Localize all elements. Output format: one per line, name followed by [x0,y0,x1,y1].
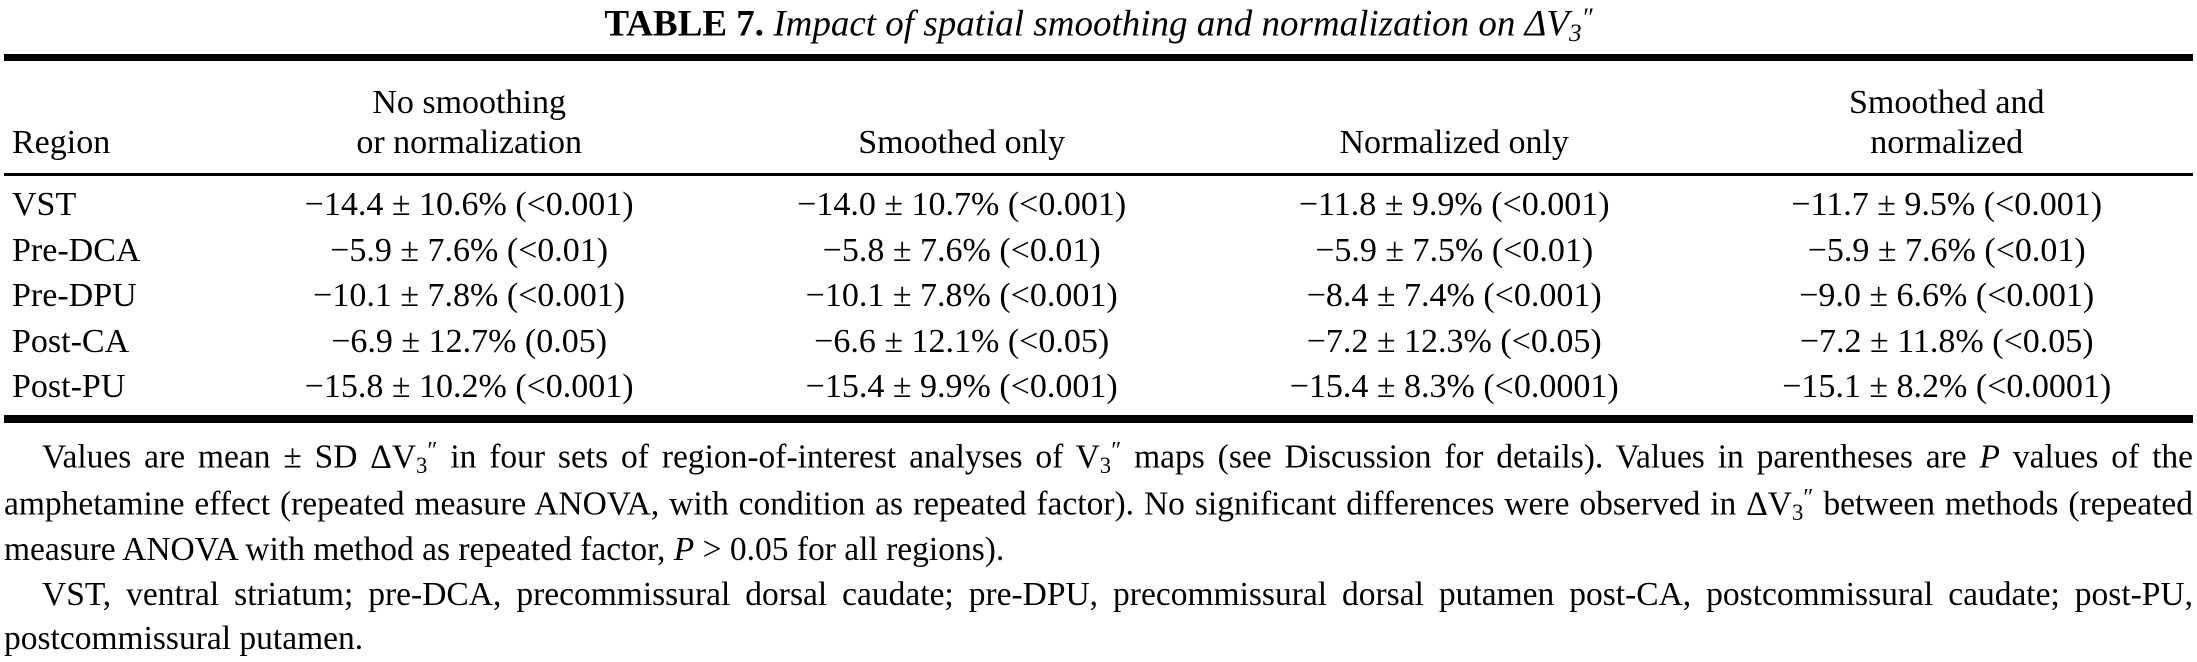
value-cell: −14.0 ± 10.7% (<0.001) [797,186,1127,224]
region-cell: Pre-DPU [12,277,137,315]
header-row: Region No smoothing or normalization Smoo… [4,57,2193,177]
table-row: Post-PU −15.8 ± 10.2% (<0.001) −15.4 ± 9… [4,364,2193,419]
table-footnotes: Values are mean ± SD ΔV3″ in four sets o… [4,435,2193,661]
table-row: Post-CA −6.9 ± 12.7% (0.05) −6.6 ± 12.1%… [4,319,2193,364]
value-cell: −15.4 ± 9.9% (<0.001) [805,367,1118,405]
value-cell: −8.4 ± 7.4% (<0.001) [1306,277,1602,315]
table-title-text: Impact of spatial smoothing and normaliz… [773,3,1525,45]
value-cell: −7.2 ± 12.3% (<0.05) [1306,322,1602,360]
table-row: Pre-DCA −5.9 ± 7.6% (<0.01) −5.8 ± 7.6% … [4,228,2193,273]
value-cell: −7.2 ± 11.8% (<0.05) [1799,322,2094,360]
value-cell: −15.4 ± 8.3% (<0.0001) [1289,367,1619,405]
header-line: Smoothed and [1848,84,2045,122]
paper-table-figure: TABLE 7. Impact of spatial smoothing and… [4,2,2193,662]
value-cell: −5.8 ± 7.6% (<0.01) [822,231,1101,269]
column-header-smoothed-only: Smoothed only [715,57,1208,177]
header-line: No smoothing [372,84,566,122]
column-header-no-smoothing: No smoothing or normalization [222,57,716,177]
region-cell: Pre-DCA [12,231,141,269]
value-cell: −6.6 ± 12.1% (<0.05) [814,322,1110,360]
p-symbol: P [673,531,695,569]
v-subscript: 3 [1792,499,1804,525]
value-cell: −9.0 ± 6.6% (<0.001) [1799,277,2095,315]
results-table: Region No smoothing or normalization Smoo… [4,54,2193,424]
footnote-abbreviations: VST, ventral striatum; pre-DCA, precommi… [4,575,2193,658]
delta-v-subscript: 3 [1568,20,1582,47]
table-number: TABLE 7. [604,3,765,45]
region-cell: Post-PU [12,367,126,405]
region-cell: VST [12,186,77,224]
header-line: or normalization [356,124,582,162]
table-title: TABLE 7. Impact of spatial smoothing and… [4,2,2193,49]
region-cell: Post-CA [12,322,130,360]
column-header-normalized-only: Normalized only [1207,57,1701,177]
v-subscript: 3 [416,453,428,479]
value-cell: −11.7 ± 9.5% (<0.001) [1791,186,2103,224]
footnote-text: Values are mean ± SD ΔV [42,438,417,476]
value-cell: −6.9 ± 12.7% (0.05) [331,322,608,360]
p-symbol: P [1979,438,2000,476]
column-header-smoothed-and-normalized: Smoothed and normalized [1700,57,2193,177]
value-cell: −15.1 ± 8.2% (<0.0001) [1782,367,2112,405]
table-row: VST −14.4 ± 10.6% (<0.001) −14.0 ± 10.7%… [4,175,2193,228]
v-prime: ″ [1803,484,1814,511]
v-prime: ″ [427,438,438,465]
delta-v-prime: ″ [1581,2,1593,32]
footnote-text: maps (see Discussion for details). Value… [1121,438,1980,476]
value-cell: −15.8 ± 10.2% (<0.001) [304,367,634,405]
value-cell: −11.8 ± 9.9% (<0.001) [1298,186,1610,224]
value-cell: −5.9 ± 7.6% (<0.01) [330,231,609,269]
column-header-region: Region [4,57,223,177]
header-line: normalized [1870,124,2024,162]
value-cell: −5.9 ± 7.6% (<0.01) [1807,231,2086,269]
table-row: Pre-DPU −10.1 ± 7.8% (<0.001) −10.1 ± 7.… [4,273,2193,318]
value-cell: −14.4 ± 10.6% (<0.001) [304,186,634,224]
footnote-values-description: Values are mean ± SD ΔV3″ in four sets o… [4,435,2193,572]
footnote-text: in four sets of region-of-interest analy… [437,438,1100,476]
value-cell: −5.9 ± 7.5% (<0.01) [1315,231,1594,269]
value-cell: −10.1 ± 7.8% (<0.001) [805,277,1118,315]
delta-v-symbol: ΔV [1524,3,1569,45]
footnote-text: between methods (repeated measure ANOVA … [4,485,2193,569]
footnote-text: > 0.05 for all regions). [694,531,1005,569]
footnote-text: values of the amphetamine effect (repeat… [4,438,2193,523]
v-subscript: 3 [1099,453,1112,479]
value-cell: −10.1 ± 7.8% (<0.001) [313,277,626,315]
v-prime: ″ [1111,438,1122,465]
